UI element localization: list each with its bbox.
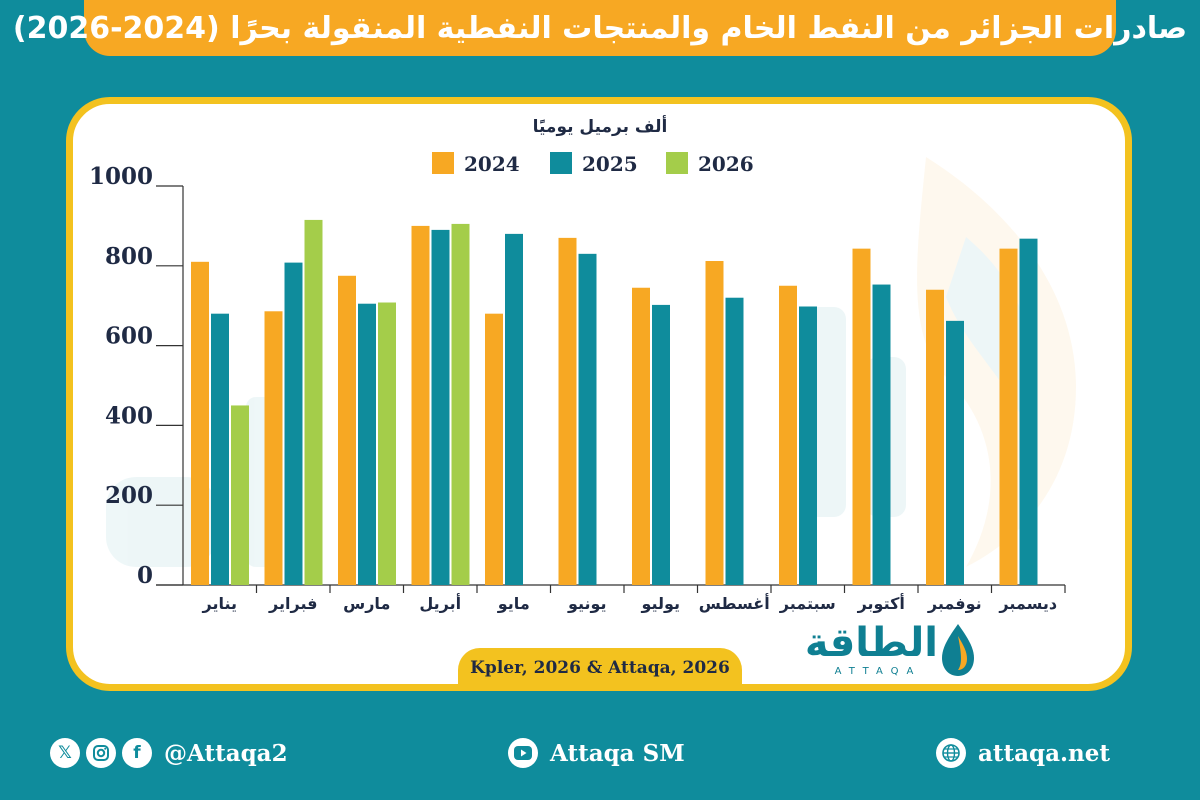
- bar-2025: [578, 253, 597, 585]
- social-links: 𝕏 f @Attaqa2: [50, 733, 288, 773]
- source-text: Kpler, 2026 & Attaqa, 2026: [470, 658, 730, 678]
- youtube-channel[interactable]: Attaqa SM: [550, 739, 685, 767]
- bar-2024: [191, 261, 209, 585]
- bar-2025: [946, 320, 964, 585]
- bar-2025: [211, 313, 229, 585]
- bar-2024: [926, 289, 944, 585]
- logo-arabic-text: الطاقة: [804, 620, 938, 666]
- source-badge: Kpler, 2026 & Attaqa, 2026: [458, 648, 742, 688]
- youtube-icon[interactable]: [508, 738, 538, 768]
- x-tick-label: سبتمبر: [779, 594, 836, 613]
- x-tick-label: مارس: [343, 594, 390, 613]
- bar-2024: [558, 237, 577, 585]
- legend: ألف برميل يوميًا 2024 2025 2026: [432, 115, 754, 176]
- y-tick-label: 400: [105, 402, 153, 429]
- page-title: صادرات الجزائر من النفط الخام والمنتجات …: [12, 10, 1188, 46]
- x-icon[interactable]: 𝕏: [50, 738, 80, 768]
- title-banner: صادرات الجزائر من النفط الخام والمنتجات …: [13, 0, 1187, 56]
- legend-label-2024: 2024: [464, 152, 520, 176]
- bar-2024: [705, 261, 724, 585]
- bars: [191, 219, 1038, 585]
- x-tick-label: يوليو: [640, 594, 680, 613]
- y-tick-label: 200: [105, 482, 153, 509]
- bar-2025: [358, 303, 376, 585]
- y-tick-label: 800: [105, 243, 153, 270]
- x-tick-label: أغسطس: [699, 593, 770, 613]
- bar-2024: [411, 225, 430, 585]
- bar-2024: [264, 311, 283, 585]
- bar-2026: [451, 223, 470, 585]
- x-tick-label: يونيو: [567, 594, 607, 613]
- bar-2026: [304, 219, 323, 585]
- legend-swatch-2025: [550, 152, 572, 174]
- bar-2025: [872, 284, 891, 585]
- x-tick-label: ديسمبر: [998, 594, 1057, 613]
- bar-2025: [505, 233, 523, 585]
- website-url[interactable]: attaqa.net: [978, 739, 1111, 767]
- bar-2024: [779, 285, 797, 585]
- x-tick-label: مايو: [497, 594, 530, 613]
- globe-icon[interactable]: [936, 738, 966, 768]
- bar-2024: [338, 275, 356, 585]
- bar-2024: [632, 287, 650, 585]
- youtube-link: Attaqa SM: [508, 733, 685, 773]
- legend-label-2026: 2026: [698, 152, 754, 176]
- y-tick-label: 600: [105, 323, 153, 350]
- y-tick-label: 0: [137, 562, 153, 589]
- instagram-icon[interactable]: [86, 738, 116, 768]
- bar-2025: [284, 262, 303, 585]
- bar-2025: [652, 304, 670, 585]
- legend-swatch-2026: [666, 152, 688, 174]
- bar-2026: [378, 302, 396, 585]
- logo-latin-text: ATTAQA: [834, 666, 922, 677]
- x-tick-label: يناير: [201, 594, 237, 613]
- bar-2024: [852, 248, 871, 585]
- legend-swatch-2024: [432, 152, 454, 174]
- facebook-icon[interactable]: f: [122, 738, 152, 768]
- bar-2025: [431, 229, 450, 585]
- bar-2025: [725, 297, 744, 585]
- y-tick-label: 1000: [89, 163, 153, 190]
- bar-2026: [231, 405, 249, 585]
- x-tick-label: نوفمبر: [927, 594, 982, 613]
- x-tick-label: فبراير: [268, 594, 317, 613]
- bar-2025: [1019, 238, 1038, 585]
- attaqa-logo: الطاقة ATTAQA: [805, 620, 978, 682]
- bar-2024: [485, 313, 503, 585]
- unit-label: ألف برميل يوميًا: [533, 115, 668, 137]
- bar-2024: [999, 248, 1018, 585]
- logo-drop-icon: [942, 624, 974, 676]
- social-handle[interactable]: @Attaqa2: [164, 739, 288, 767]
- legend-label-2025: 2025: [582, 152, 638, 176]
- chart-card: ألف برميل يوميًا 2024 2025 2026 0 200 400 600 8…: [66, 97, 1132, 691]
- x-tick-label: أكتوبر: [857, 593, 905, 613]
- axes: 0 200 400 600 800 1000 يناير فبراير مارس أبريل ماي…: [89, 163, 1066, 613]
- bar-2025: [799, 306, 817, 585]
- bar-chart: ألف برميل يوميًا 2024 2025 2026 0 200 400 600 8…: [89, 115, 1076, 613]
- website-link: attaqa.net: [936, 733, 1110, 773]
- x-tick-label: أبريل: [419, 593, 461, 613]
